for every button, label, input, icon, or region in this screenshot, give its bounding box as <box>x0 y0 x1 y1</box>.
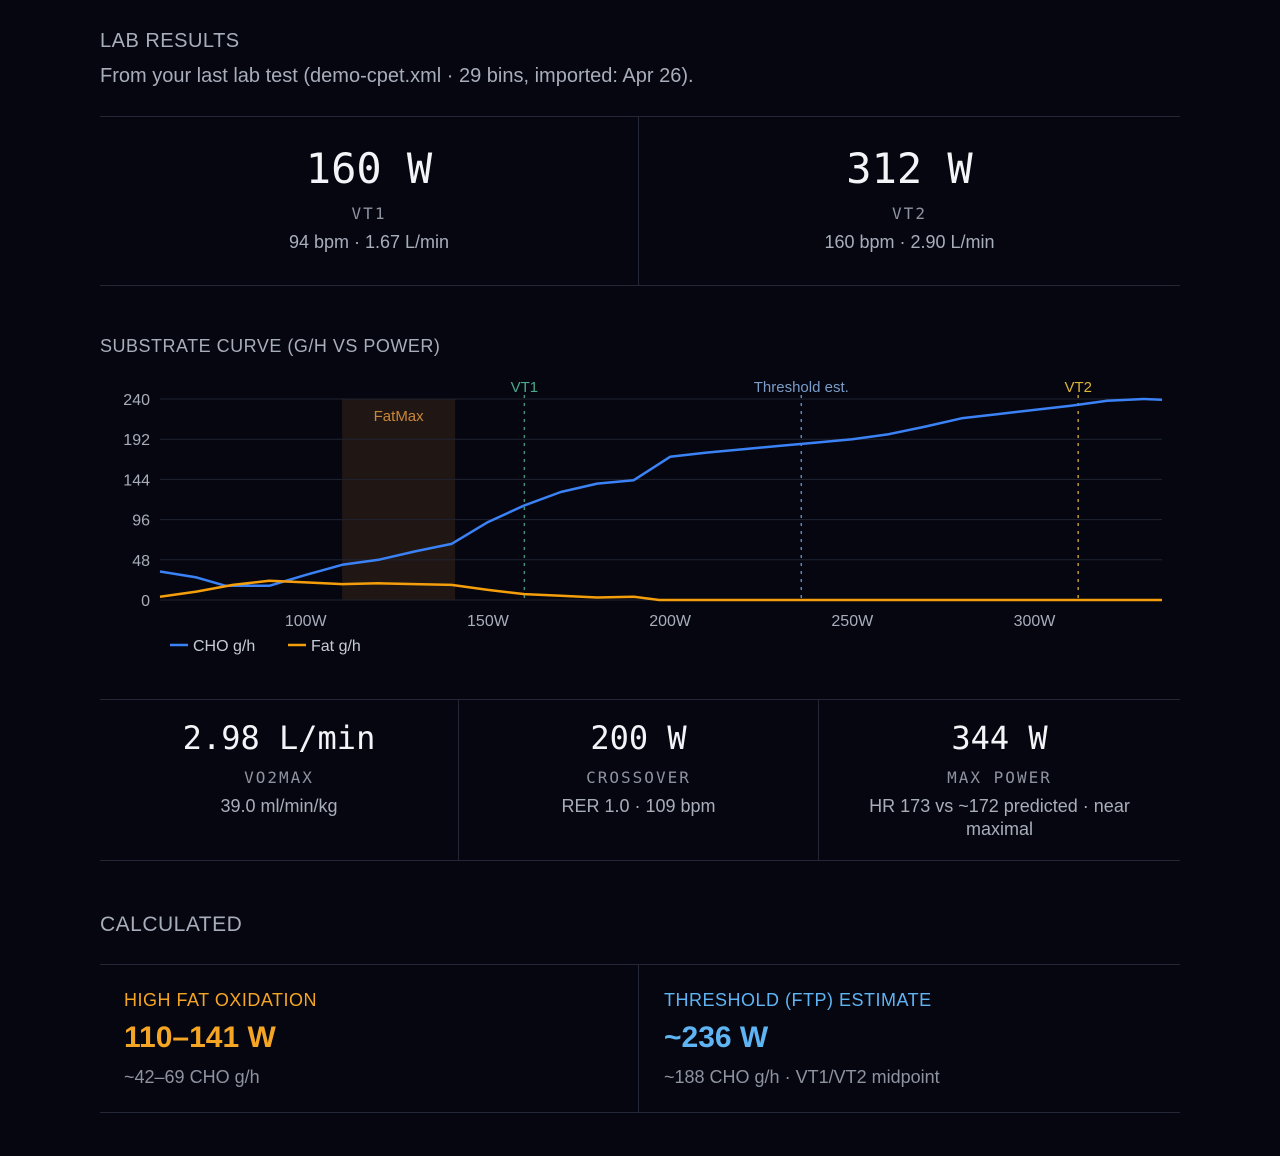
x-tick-label: 300W <box>1014 613 1057 630</box>
max-power-detail: HR 173 vs ~172 predicted · near maximal <box>869 796 1130 839</box>
vt2-detail: 160 bpm · 2.90 L/min <box>824 232 995 252</box>
crossover-detail: RER 1.0 · 109 bpm <box>561 796 716 816</box>
crossover-label: CROSSOVER <box>586 768 691 787</box>
max-power-value: 344 W <box>951 719 1048 757</box>
vo2max-label: VO2MAX <box>244 768 314 787</box>
fat-oxidation-value: 110–141 W <box>124 1021 276 1054</box>
x-tick-label: 150W <box>467 613 510 630</box>
crossover-card: 200 W CROSSOVER RER 1.0 · 109 bpm <box>459 716 818 818</box>
fatmax-band <box>342 399 456 600</box>
vt2-label: VT2 <box>1064 379 1092 396</box>
threshold-est-label: Threshold est. <box>754 379 849 396</box>
page-title: LAB RESULTS <box>100 30 240 52</box>
y-tick-label: 240 <box>123 392 150 409</box>
vt1-label: VT1 <box>351 204 387 223</box>
x-tick-label: 250W <box>831 613 874 630</box>
ftp-estimate-value: ~236 W <box>664 1021 769 1054</box>
calculated-title: CALCULATED <box>100 913 243 936</box>
ftp-estimate-detail: ~188 CHO g/h · VT1/VT2 midpoint <box>664 1067 940 1087</box>
fatmax-band-label: FatMax <box>374 408 425 425</box>
vo2max-value: 2.98 L/min <box>182 719 376 757</box>
vt2-label: VT2 <box>892 204 927 223</box>
crossover-value: 200 W <box>590 719 687 757</box>
y-tick-label: 96 <box>132 513 150 530</box>
vt1-label: VT1 <box>511 379 539 396</box>
fat-oxidation-title: HIGH FAT OXIDATION <box>124 990 318 1010</box>
ftp-estimate-title: THRESHOLD (FTP) ESTIMATE <box>664 990 932 1010</box>
chart-title: SUBSTRATE CURVE (G/H VS POWER) <box>100 336 441 356</box>
vt2-card: 312 W VT2 160 bpm · 2.90 L/min <box>639 140 1180 254</box>
y-tick-label: 48 <box>132 553 150 570</box>
vo2max-card: 2.98 L/min VO2MAX 39.0 ml/min/kg <box>100 716 458 818</box>
max-power-label: MAX POWER <box>947 768 1052 787</box>
max-power-card: 344 W MAX POWER HR 173 vs ~172 predicted… <box>819 716 1180 841</box>
vt1-card: 160 W VT1 94 bpm · 1.67 L/min <box>100 140 638 254</box>
substrate-chart: FatMax 240 192 144 96 48 0 100W 150W 200W 250W 300W… <box>123 379 1163 655</box>
fat-g-h-series-line <box>159 579 1162 602</box>
x-tick-label: 200W <box>649 613 692 630</box>
ftp-estimate-card: THRESHOLD (FTP) ESTIMATE ~236 W ~188 CHO… <box>664 990 940 1088</box>
y-tick-label: 0 <box>141 593 150 610</box>
cho-g-h-legend-label: CHO g/h <box>193 638 255 655</box>
x-tick-label: 100W <box>285 613 328 630</box>
fat-oxidation-card: HIGH FAT OXIDATION 110–141 W ~42–69 CHO … <box>124 990 317 1088</box>
vt2-value: 312 W <box>846 144 973 193</box>
vt1-detail: 94 bpm · 1.67 L/min <box>288 232 450 252</box>
fat-oxidation-detail: ~42–69 CHO g/h <box>124 1067 260 1087</box>
y-tick-label: 192 <box>123 432 150 449</box>
fat-g-h-legend-label: Fat g/h <box>311 638 361 655</box>
y-tick-label: 144 <box>123 472 150 489</box>
vo2max-detail: 39.0 ml/min/kg <box>220 796 338 816</box>
page-subtitle: From your last lab test (demo-cpet.xml ·… <box>100 65 694 87</box>
vt1-value: 160 W <box>305 144 433 193</box>
cho-g-h-series-line <box>159 397 1163 588</box>
